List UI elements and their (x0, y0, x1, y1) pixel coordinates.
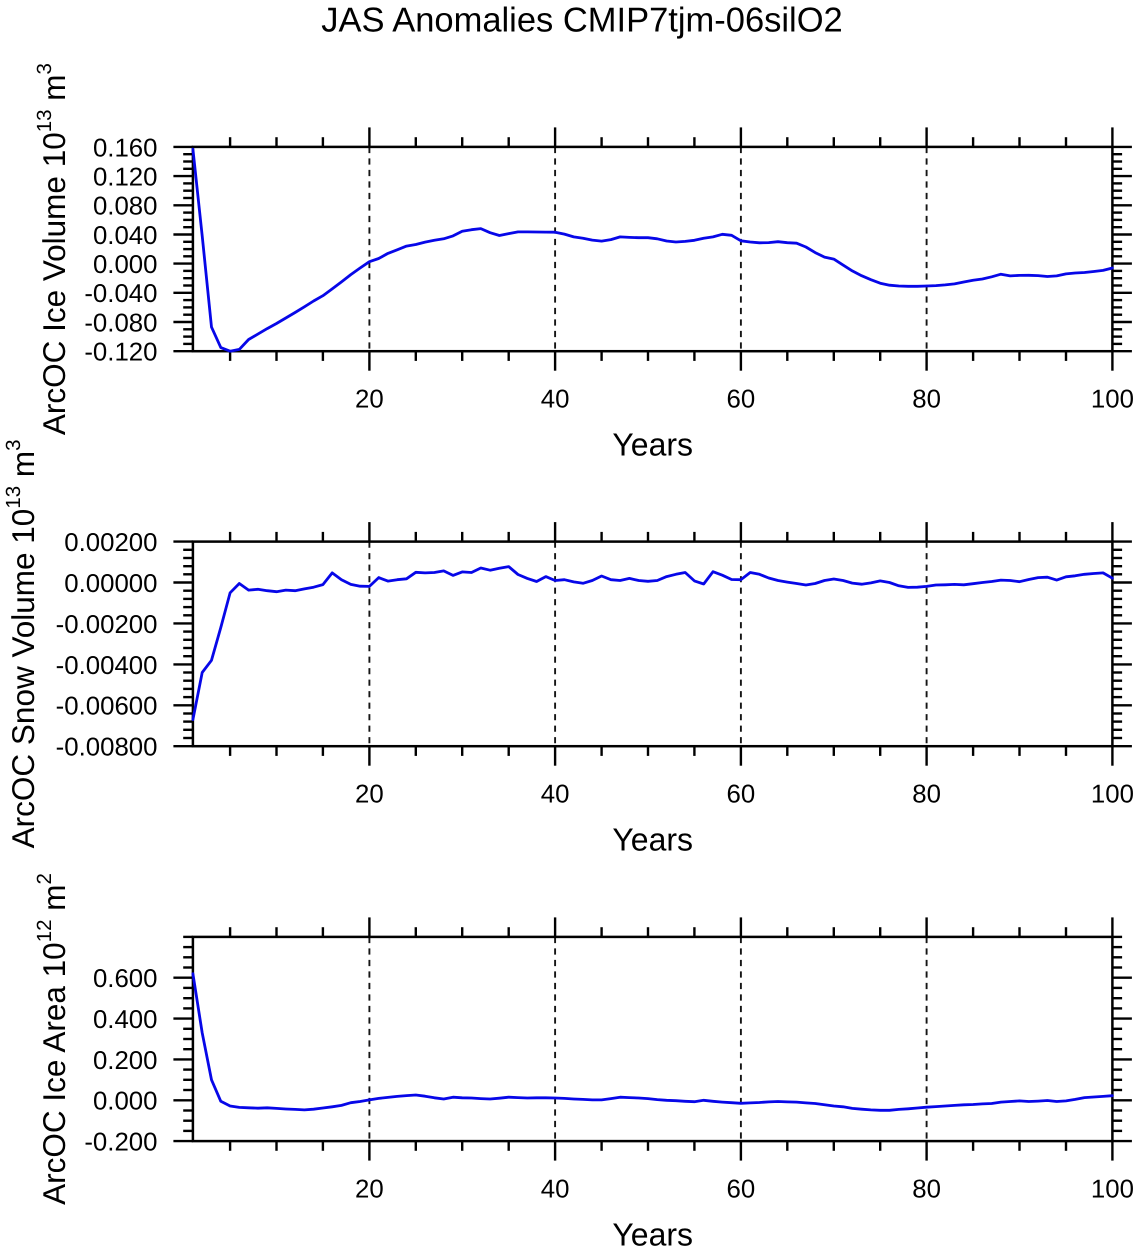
svg-text:20: 20 (355, 1176, 384, 1204)
svg-text:40: 40 (541, 781, 570, 809)
svg-text:JAS Anomalies CMIP7tjm-06silO2: JAS Anomalies CMIP7tjm-06silO2 (321, 1, 843, 39)
svg-text:-0.00800: -0.00800 (56, 734, 158, 762)
svg-text:-0.200: -0.200 (84, 1129, 157, 1157)
svg-text:-0.00400: -0.00400 (56, 652, 158, 680)
svg-text:Years: Years (612, 426, 693, 462)
svg-text:80: 80 (912, 1176, 941, 1204)
svg-text:ArcOC Snow Volume 1013 m3: ArcOC Snow Volume 1013 m3 (2, 439, 41, 848)
svg-text:0.00000: 0.00000 (64, 570, 157, 598)
svg-text:100: 100 (1091, 386, 1134, 414)
svg-text:20: 20 (355, 781, 384, 809)
svg-text:0.120: 0.120 (93, 164, 158, 192)
svg-text:-0.00600: -0.00600 (56, 693, 158, 721)
svg-text:60: 60 (727, 781, 756, 809)
svg-text:0.00200: 0.00200 (64, 529, 157, 557)
svg-text:60: 60 (727, 1176, 756, 1204)
svg-text:Years: Years (612, 821, 693, 857)
svg-text:20: 20 (355, 386, 384, 414)
svg-text:-0.040: -0.040 (84, 280, 157, 308)
svg-text:40: 40 (541, 386, 570, 414)
svg-text:80: 80 (912, 781, 941, 809)
svg-text:0.040: 0.040 (93, 222, 158, 250)
svg-text:ArcOC Ice Volume 1013 m3: ArcOC Ice Volume 1013 m3 (33, 63, 72, 435)
svg-text:100: 100 (1091, 781, 1134, 809)
svg-text:0.400: 0.400 (93, 1006, 158, 1034)
svg-text:0.160: 0.160 (93, 134, 158, 162)
svg-text:0.000: 0.000 (93, 1088, 158, 1116)
svg-text:0.200: 0.200 (93, 1047, 158, 1075)
svg-text:ArcOC Ice Area 1012 m2: ArcOC Ice Area 1012 m2 (33, 873, 72, 1205)
svg-text:0.000: 0.000 (93, 251, 158, 279)
svg-text:0.080: 0.080 (93, 193, 158, 221)
svg-text:0.600: 0.600 (93, 965, 158, 993)
svg-text:40: 40 (541, 1176, 570, 1204)
svg-text:100: 100 (1091, 1176, 1134, 1204)
svg-text:-0.00200: -0.00200 (56, 611, 158, 639)
svg-text:-0.120: -0.120 (84, 339, 157, 367)
svg-text:80: 80 (912, 386, 941, 414)
svg-text:-0.080: -0.080 (84, 309, 157, 337)
svg-text:Years: Years (612, 1216, 693, 1250)
svg-text:60: 60 (727, 386, 756, 414)
